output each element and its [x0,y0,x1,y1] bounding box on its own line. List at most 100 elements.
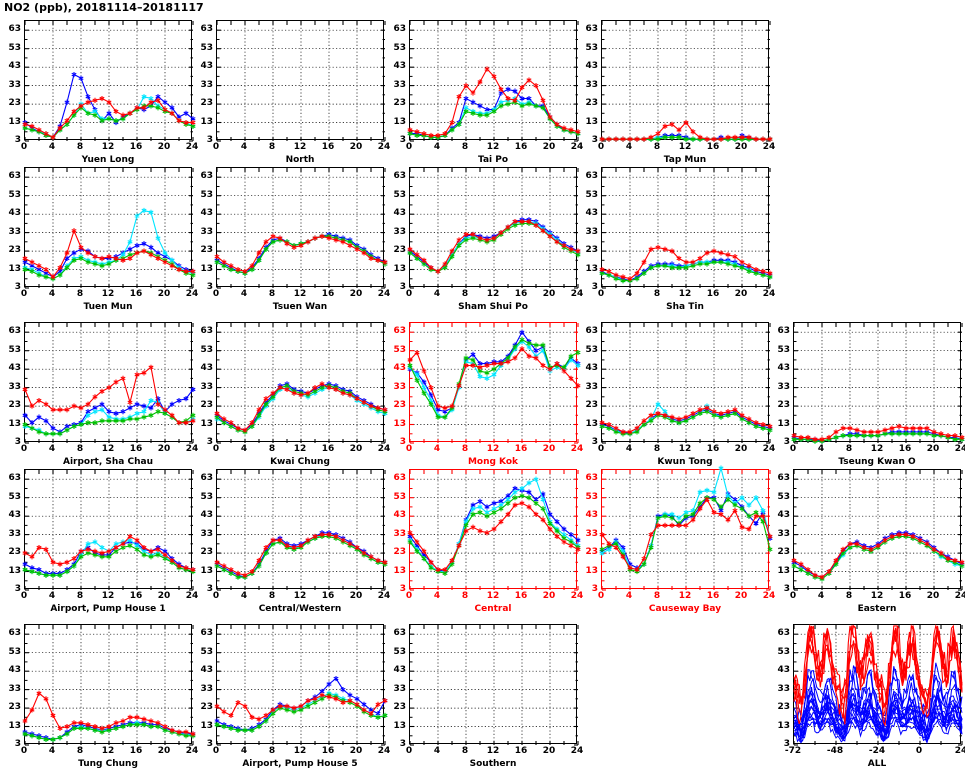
x-tick-label: 8 [461,746,469,756]
series-obs [214,532,388,578]
panel-title: Tsuen Wan [272,302,328,312]
x-tick-label: 24 [570,444,584,454]
y-tick-label: 63 [393,326,406,337]
x-tick-label: 16 [514,591,528,601]
x-tick-label: 8 [268,142,276,152]
y-tick-label: 3 [14,437,21,447]
panel-airport-pump-house-1: 3 13 23 33 43 53 63 0 4 8 12 16 20 24 Airport, Pump Ho… [0,469,198,619]
y-tick-label: 33 [393,683,406,694]
x-tick-label: 16 [706,289,720,299]
y-tick-label: 23 [777,400,790,411]
y-tick-label: 23 [393,702,406,713]
x-tick-label: 12 [486,591,500,601]
panel-kwun-tong: 3 13 23 33 43 53 63 0 4 8 12 16 20 24 Kwun Tong [577,322,775,472]
x-tick-label: 20 [542,591,556,601]
x-tick-label: 4 [240,142,248,152]
y-tick-label: 43 [585,61,598,72]
series-obs [22,95,196,140]
y-tick-label: 13 [393,565,406,576]
y-tick-label: 53 [585,189,598,200]
x-tick-label: 12 [486,444,500,454]
y-tick-label: 13 [200,720,213,731]
plot-svg [599,323,773,444]
y-tick-label: 13 [200,263,213,274]
x-tick-label: 20 [349,289,363,299]
y-tick-label: 23 [200,245,213,256]
x-tick-label: 8 [76,289,84,299]
series-obs [214,233,388,274]
plot-svg [214,323,388,444]
x-tick-label: 12 [101,746,115,756]
x-tick-label: 20 [542,142,556,152]
x-tick-label: 16 [514,142,528,152]
y-tick-label: 63 [585,24,598,35]
y-tick-label: 63 [200,24,213,35]
panel-title: Tuen Mun [83,302,133,312]
y-tick-label: 33 [777,683,790,694]
plot-area [599,20,773,142]
plot-area [599,322,773,444]
plot-svg [214,625,388,746]
x-tick-label: 0 [20,289,28,299]
panel-yuen-long: 3 13 23 33 43 53 63 0 4 8 12 16 20 24 Yuen Long [0,20,198,170]
x-tick-label: 4 [817,591,825,601]
x-tick-label: 0 [597,591,605,601]
y-tick-label: 63 [585,326,598,337]
x-tick-label: 0 [597,142,605,152]
x-tick-label: 16 [706,444,720,454]
y-tick-label: 3 [399,739,406,749]
y-tick-label: 63 [200,628,213,639]
panel-tai-po: 3 13 23 33 43 53 63 0 4 8 12 16 20 24 Tai Po [385,20,583,170]
x-tick-label: 4 [433,444,441,454]
y-tick-label: 53 [8,344,21,355]
y-tick-label: 33 [585,528,598,539]
x-tick-label: 24 [377,142,391,152]
panel-title: Southern [469,759,517,769]
y-tick-label: 33 [777,381,790,392]
plot-area [407,469,581,591]
series-run2 [791,533,965,582]
y-tick-label: 13 [585,565,598,576]
y-tick-label: 3 [14,584,21,594]
y-tick-label: 13 [777,565,790,576]
panel-kwai-chung: 3 13 23 33 43 53 63 0 4 8 12 16 20 24 Kwai Chung [192,322,390,472]
y-tick-label: 43 [585,363,598,374]
y-tick-label: 13 [393,116,406,127]
y-tick-label: 33 [200,381,213,392]
y-tick-label: 13 [585,263,598,274]
panel-eastern: 3 13 23 33 43 53 63 0 4 8 12 16 20 24 Eastern [769,469,965,619]
x-tick-label: 16 [321,142,335,152]
x-tick-label: 8 [845,444,853,454]
y-tick-label: 43 [8,363,21,374]
plot-area [791,469,965,591]
panel-title: North [285,155,315,165]
y-tick-label: 33 [200,528,213,539]
x-tick-label: 8 [268,746,276,756]
plot-area [599,465,773,591]
y-tick-label: 63 [8,326,21,337]
series-obs [22,533,196,573]
y-tick-label: 33 [393,381,406,392]
x-tick-label: 4 [625,591,633,601]
panel-all: 3 13 23 33 43 53 63 -72 -48 -24 0 24 ALL [769,623,965,774]
series-obs [22,690,196,737]
y-tick-label: 53 [585,344,598,355]
x-tick-label: 4 [433,746,441,756]
y-tick-label: 43 [393,510,406,521]
x-tick-label: 24 [570,591,584,601]
y-tick-label: 63 [777,473,790,484]
x-tick-label: 4 [48,142,56,152]
x-tick-label: 20 [926,444,940,454]
y-tick-label: 3 [14,135,21,145]
x-tick-label: 24 [185,591,199,601]
x-tick-label: 24 [762,444,776,454]
y-tick-label: 53 [8,189,21,200]
y-tick-label: 63 [777,326,790,337]
y-tick-label: 23 [777,547,790,558]
x-tick-label: 20 [734,444,748,454]
x-tick-label: 20 [926,591,940,601]
plot-area [22,469,196,591]
plot-area [407,322,581,444]
x-tick-label: 12 [678,591,692,601]
x-tick-label: 12 [101,591,115,601]
